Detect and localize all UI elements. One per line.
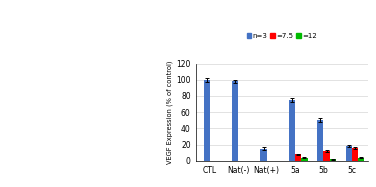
Bar	[301, 158, 308, 161]
Bar	[346, 146, 352, 161]
Bar	[261, 149, 267, 161]
Legend: n=3, =7.5, =12: n=3, =7.5, =12	[244, 30, 320, 42]
Bar	[323, 151, 330, 161]
Bar	[352, 148, 358, 161]
Bar	[232, 81, 238, 161]
Bar	[317, 120, 323, 161]
Bar	[204, 80, 210, 161]
Bar	[295, 154, 301, 161]
Bar	[289, 100, 295, 161]
Y-axis label: VEGF Expression (% of control): VEGF Expression (% of control)	[167, 60, 173, 164]
Bar	[330, 159, 336, 161]
Bar	[358, 158, 364, 161]
